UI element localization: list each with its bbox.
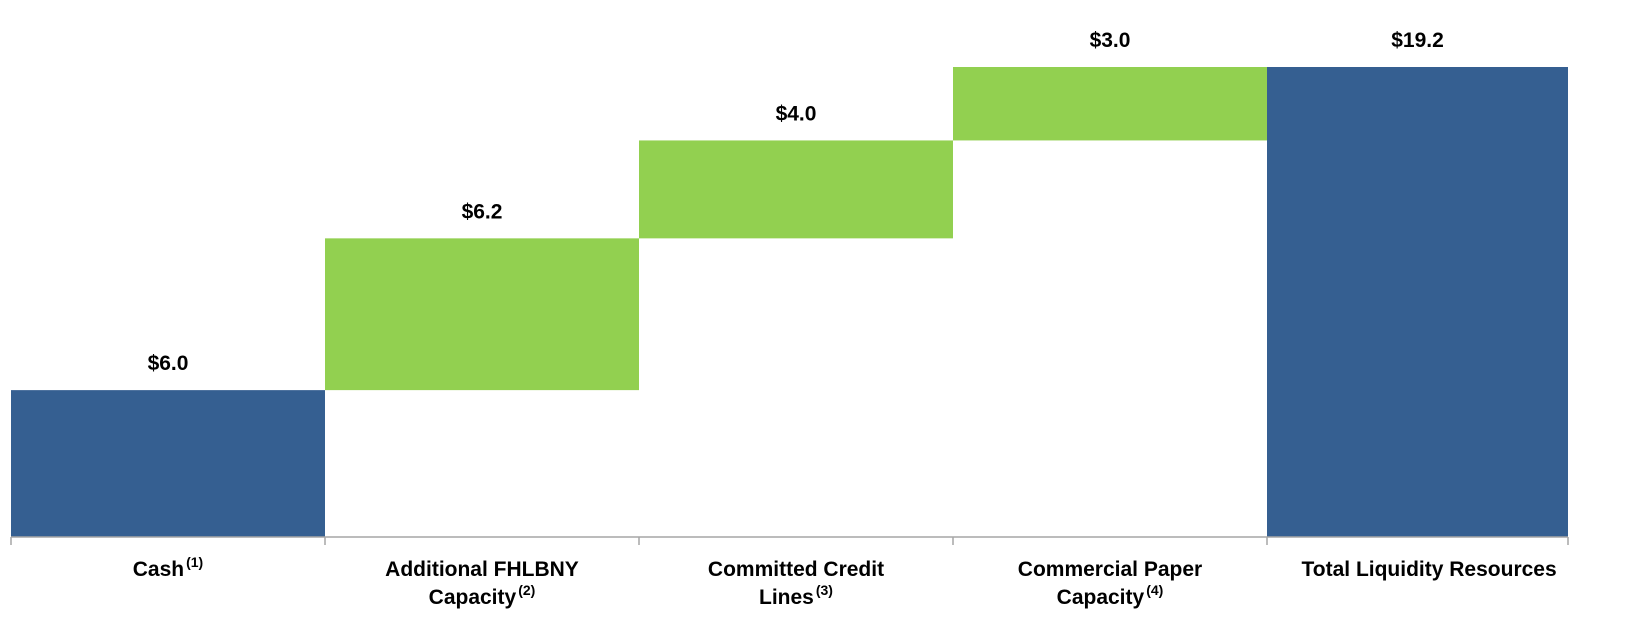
category-label: Committed Credit Lines (3) [680, 556, 912, 612]
bar [953, 67, 1267, 141]
category-text: Total Liquidity Resources [1301, 558, 1557, 581]
bar [11, 390, 325, 537]
category-text: Additional FHLBNY Capacity [385, 558, 579, 609]
category-label: Additional FHLBNY Capacity (2) [366, 556, 598, 612]
footnote-mark: (2) [518, 582, 536, 598]
value-label: $6.0 [148, 352, 189, 375]
category-label: Cash (1) [52, 554, 284, 584]
value-label: $19.2 [1391, 29, 1444, 52]
value-label: $6.2 [462, 200, 503, 223]
footnote-mark: (4) [1146, 582, 1164, 598]
bar [325, 238, 639, 391]
category-text: Commercial Paper Capacity [1017, 558, 1203, 609]
bar [639, 140, 953, 239]
value-label: $4.0 [776, 102, 817, 125]
footnote-mark: (3) [815, 582, 833, 598]
category-text: Cash [132, 558, 185, 581]
value-label: $3.0 [1090, 29, 1131, 52]
category-text: Committed Credit Lines [707, 558, 885, 609]
bar [1267, 67, 1568, 537]
category-label: Commercial Paper Capacity (4) [994, 556, 1226, 612]
footnote-mark: (1) [186, 554, 204, 570]
category-label: Total Liquidity Resources [1302, 556, 1557, 584]
